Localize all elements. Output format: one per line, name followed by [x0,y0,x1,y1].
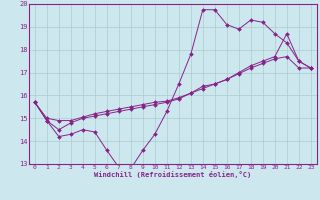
X-axis label: Windchill (Refroidissement éolien,°C): Windchill (Refroidissement éolien,°C) [94,171,252,178]
